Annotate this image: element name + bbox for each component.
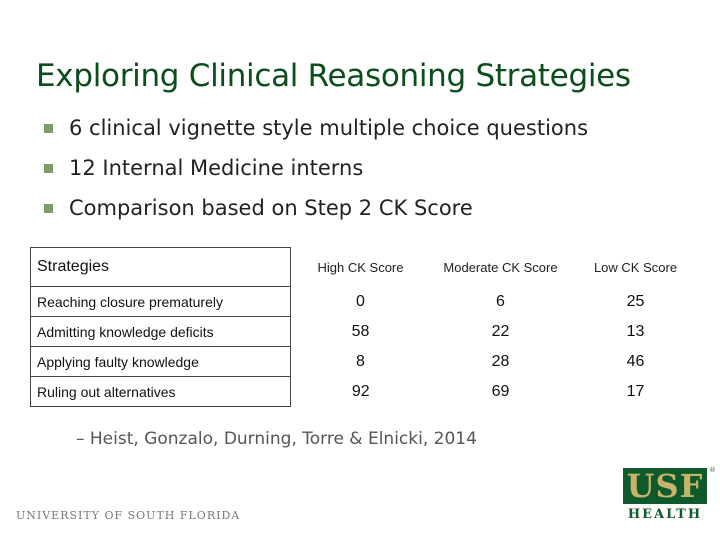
cell-moderate: 6 <box>496 292 505 310</box>
registered-mark: ® <box>709 466 716 474</box>
square-bullet-icon <box>44 163 53 173</box>
university-wordmark: UNIVERSITY OF SOUTH FLORIDA <box>16 509 241 522</box>
cell-low: 13 <box>626 322 645 340</box>
slide-title: Exploring Clinical Reasoning Strategies <box>36 58 631 94</box>
table-row: Applying faulty knowledge 8 28 46 <box>30 346 701 377</box>
citation: – Heist, Gonzalo, Durning, Torre & Elnic… <box>76 429 477 449</box>
square-bullet-icon <box>44 123 53 133</box>
cell-moderate: 69 <box>491 382 510 400</box>
table-row: Reaching closure prematurely 0 6 25 <box>30 286 701 317</box>
strategies-table: Strategies High CK Score Moderate CK Sco… <box>30 247 701 407</box>
cell-low: 17 <box>626 382 645 400</box>
cell-high: 58 <box>351 322 370 340</box>
table-header-high: High CK Score <box>317 259 404 275</box>
row-label: Admitting knowledge deficits <box>30 316 291 347</box>
logo-health-text: HEALTH <box>627 507 703 522</box>
bullet-item: 6 clinical vignette style multiple choic… <box>44 108 588 148</box>
cell-low: 46 <box>626 352 645 370</box>
cell-low: 25 <box>626 292 645 310</box>
strategies-table-container: Strategies High CK Score Moderate CK Sco… <box>30 247 700 407</box>
row-label: Applying faulty knowledge <box>30 346 291 377</box>
square-bullet-icon <box>44 203 53 213</box>
cell-high: 8 <box>356 352 365 370</box>
bullet-list: 6 clinical vignette style multiple choic… <box>44 108 588 228</box>
table-header-low: Low CK Score <box>593 259 678 275</box>
usf-health-logo: USF HEALTH ® <box>620 466 716 522</box>
table-header-moderate: Moderate CK Score <box>443 259 558 275</box>
bullet-item: 12 Internal Medicine interns <box>44 148 588 188</box>
bullet-text: 6 clinical vignette style multiple choic… <box>69 116 589 140</box>
cell-moderate: 22 <box>491 322 510 340</box>
table-row: Ruling out alternatives 92 69 17 <box>30 376 701 407</box>
cell-high: 0 <box>356 292 365 310</box>
bullet-text: 12 Internal Medicine interns <box>69 156 364 180</box>
table-header-row: Strategies High CK Score Moderate CK Sco… <box>30 247 701 287</box>
table-header-strategies: Strategies <box>30 247 291 287</box>
cell-high: 92 <box>351 382 370 400</box>
row-label: Ruling out alternatives <box>30 376 291 407</box>
logo-usf-text: USF <box>623 468 707 504</box>
bullet-item: Comparison based on Step 2 CK Score <box>44 188 588 228</box>
table-row: Admitting knowledge deficits 58 22 13 <box>30 316 701 347</box>
cell-moderate: 28 <box>491 352 510 370</box>
row-label: Reaching closure prematurely <box>30 286 291 317</box>
bullet-text: Comparison based on Step 2 CK Score <box>69 196 473 220</box>
